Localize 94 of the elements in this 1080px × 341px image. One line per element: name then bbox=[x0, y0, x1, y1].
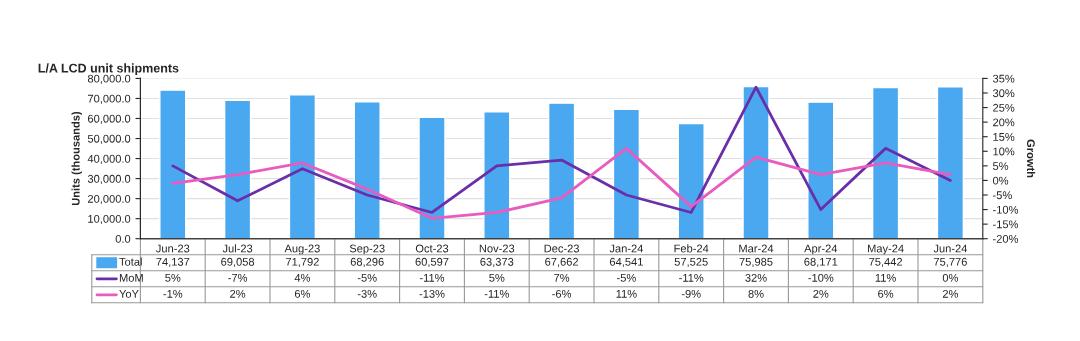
x-tick-label: Nov-23 bbox=[479, 244, 515, 253]
bar bbox=[871, 86, 900, 239]
bar bbox=[483, 111, 511, 239]
line-series bbox=[171, 146, 952, 220]
data-label: 2% bbox=[942, 289, 959, 298]
data-label: 60,597 bbox=[415, 257, 449, 268]
x-tick-label: Jan-24 bbox=[609, 244, 644, 253]
x-tick-label: Sep-23 bbox=[349, 244, 385, 255]
bar bbox=[223, 99, 252, 239]
data-label: 2% bbox=[230, 289, 246, 298]
data-label: 6% bbox=[878, 289, 894, 298]
y-axis-title: Units (thousands) bbox=[71, 111, 82, 206]
legend-label: MoM bbox=[119, 274, 143, 282]
x-tick-label: Dec-23 bbox=[544, 244, 580, 253]
y-tick-label: 30,000.0 bbox=[87, 174, 131, 185]
data-label: 64,541 bbox=[609, 257, 643, 268]
data-label: 63,373 bbox=[480, 257, 514, 268]
y-tick-label: 20,000.0 bbox=[87, 194, 131, 205]
y-tick-label: 60,000.0 bbox=[88, 114, 131, 124]
data-label: -1% bbox=[163, 289, 183, 298]
x-tick-label: Aug-23 bbox=[284, 244, 320, 255]
data-label: 68,171 bbox=[804, 257, 838, 268]
data-label: -7% bbox=[228, 273, 248, 282]
data-label: -9% bbox=[681, 289, 701, 298]
data-label: -11% bbox=[679, 273, 704, 282]
data-label: 32% bbox=[745, 273, 767, 282]
x-tick-label: Oct-23 bbox=[415, 244, 449, 253]
y2-axis-title: Growth bbox=[1026, 139, 1036, 178]
data-label: -6% bbox=[552, 289, 572, 298]
data-label: -5% bbox=[617, 273, 636, 282]
bar bbox=[418, 116, 446, 239]
legend-label: Total bbox=[119, 257, 142, 266]
x-tick-label: Mar-24 bbox=[739, 244, 774, 253]
bar bbox=[159, 89, 187, 239]
data-label: 11% bbox=[616, 289, 637, 298]
data-label: -5% bbox=[357, 273, 377, 282]
bar bbox=[936, 86, 965, 239]
y2-tick-label: -15% bbox=[993, 220, 1019, 229]
data-label: 74,137 bbox=[156, 257, 190, 268]
y2-tick-label: 15% bbox=[993, 133, 1015, 141]
y2-tick-label: -20% bbox=[993, 234, 1019, 243]
y2-tick-label: -5% bbox=[993, 191, 1012, 200]
data-label: 6% bbox=[294, 289, 311, 298]
data-label: 8% bbox=[748, 289, 764, 298]
data-label: 75,776 bbox=[933, 257, 967, 268]
y2-tick-label: 10% bbox=[993, 147, 1015, 156]
x-tick-label: Feb-24 bbox=[674, 244, 709, 253]
x-tick-label: Jun-24 bbox=[933, 244, 968, 253]
bar bbox=[807, 101, 835, 239]
data-label: 68,296 bbox=[350, 257, 384, 268]
data-label: 71,792 bbox=[285, 257, 319, 268]
bar bbox=[353, 101, 381, 239]
data-label: -13% bbox=[419, 289, 445, 298]
data-label: 7% bbox=[554, 273, 570, 282]
y2-tick-label: 25% bbox=[993, 103, 1015, 112]
data-label: -11% bbox=[419, 273, 445, 282]
data-label: 75,985 bbox=[739, 257, 773, 268]
x-tick-label: Jul-23 bbox=[222, 244, 253, 253]
bar bbox=[547, 102, 576, 239]
data-label: -11% bbox=[484, 289, 509, 298]
y-tick-label: 40,000.0 bbox=[87, 154, 131, 165]
data-label: 69,058 bbox=[221, 257, 255, 268]
bar bbox=[742, 85, 770, 239]
chart-title: L/A LCD unit shipments bbox=[38, 63, 179, 76]
y2-tick-label: -10% bbox=[993, 205, 1019, 214]
bar bbox=[677, 122, 705, 239]
y-tick-label: 70,000.0 bbox=[88, 94, 131, 104]
y2-tick-label: 5% bbox=[992, 162, 1009, 170]
data-label: -10% bbox=[808, 273, 834, 282]
y-tick-label: 80,000.0 bbox=[87, 74, 131, 84]
data-label: 2% bbox=[813, 289, 829, 298]
data-label: -3% bbox=[357, 289, 377, 298]
y2-tick-label: 0% bbox=[992, 176, 1009, 185]
x-tick-label: May-24 bbox=[867, 244, 904, 255]
x-tick-label: Jun-23 bbox=[155, 244, 190, 253]
y2-tick-label: 35% bbox=[992, 74, 1015, 83]
data-label: 67,662 bbox=[545, 257, 579, 268]
data-label: 4% bbox=[294, 273, 311, 282]
data-label: 0% bbox=[942, 273, 959, 282]
legend-label: YoY bbox=[119, 290, 139, 298]
data-label: 11% bbox=[875, 273, 896, 282]
data-label: 57,525 bbox=[674, 257, 708, 268]
y-tick-label: 0.0 bbox=[115, 234, 131, 243]
y2-tick-label: 30% bbox=[992, 89, 1015, 98]
bar bbox=[612, 108, 641, 239]
data-label: 5% bbox=[489, 273, 505, 282]
line-series bbox=[171, 85, 952, 214]
bar bbox=[288, 94, 317, 239]
data-label: 5% bbox=[165, 273, 181, 282]
y-tick-label: 10,000.0 bbox=[88, 214, 131, 225]
data-label: 75,442 bbox=[869, 257, 903, 268]
y-tick-label: 50,000.0 bbox=[87, 134, 131, 144]
x-tick-label: Apr-24 bbox=[804, 244, 838, 255]
y2-tick-label: 20% bbox=[993, 118, 1015, 127]
